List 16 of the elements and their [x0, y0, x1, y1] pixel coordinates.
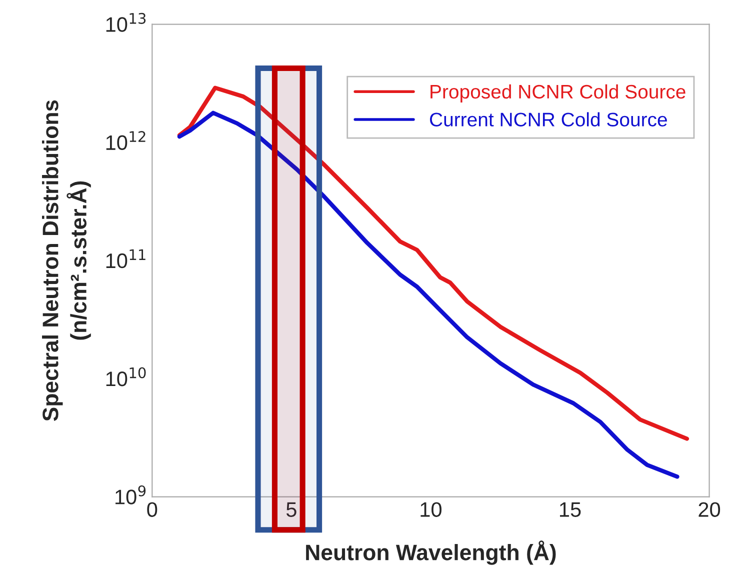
x-tick-label: 5 [286, 502, 296, 517]
x-tick-label: 15 [560, 502, 581, 517]
legend-label: Proposed NCNR Cold Source [430, 84, 686, 102]
y-tick-label: 10$^{10}$ [106, 367, 146, 386]
y-tick-label: 10$^{11}$ [106, 249, 146, 268]
x-axis-title: Neutron Wavelength (Å) [306, 540, 556, 565]
legend-label: Current NCNR Cold Source [430, 112, 667, 126]
x-tick-label: 20 [698, 502, 720, 517]
x-tick-label: 10 [420, 502, 442, 517]
y-tick-label: 10$^{9}$ [116, 485, 146, 504]
y-axis-title: Spectral Neutron Distributions (n/cm².s.ster.Å) [42, 100, 91, 422]
x-tick-label: 0 [147, 502, 158, 517]
line-series [177, 110, 680, 479]
line-series [177, 86, 690, 441]
y-tick-label: 10$^{13}$ [106, 12, 146, 32]
y-tick-label: 10$^{12}$ [106, 131, 146, 150]
